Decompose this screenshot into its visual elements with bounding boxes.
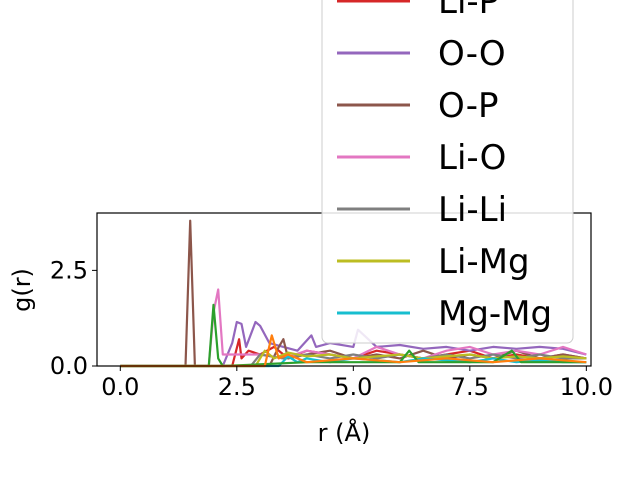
legend: Li-P O-O O-P Li-O Li-Li Li-Mg Mg-Mg (321, 0, 574, 344)
x-tick-label: 0.0 (101, 373, 139, 401)
y-tick-label: 2.5 (50, 256, 88, 284)
series-line-o-o (120, 320, 587, 368)
legend-label-o-o: O-O (438, 34, 506, 74)
x-tick-label: 5.0 (334, 373, 372, 401)
series-line-li-mg (120, 349, 587, 368)
legend-label-o-p: O-P (438, 86, 498, 126)
x-tick-label: 2.5 (218, 373, 256, 401)
x-tick-label: 10.0 (560, 373, 613, 401)
series-line-extra-7 (120, 303, 587, 368)
legend-label-li-o: Li-O (438, 138, 506, 178)
legend-label-li-p: Li-P (438, 0, 499, 22)
series-line-extra-8 (120, 334, 587, 368)
y-tick-label: 0.0 (50, 352, 88, 380)
legend-box (321, 0, 574, 344)
legend-label-li-mg: Li-Mg (438, 242, 530, 282)
x-axis-title: r (Å) (318, 418, 371, 447)
legend-label-li-li: Li-Li (438, 190, 507, 230)
legend-label-mg-mg: Mg-Mg (438, 294, 552, 334)
y-axis-title: g(r) (8, 268, 36, 312)
x-tick-label: 7.5 (451, 373, 489, 401)
ticks-layer: 0.0 2.5 5.0 7.5 10.0 0.0 2.5 (50, 256, 613, 401)
